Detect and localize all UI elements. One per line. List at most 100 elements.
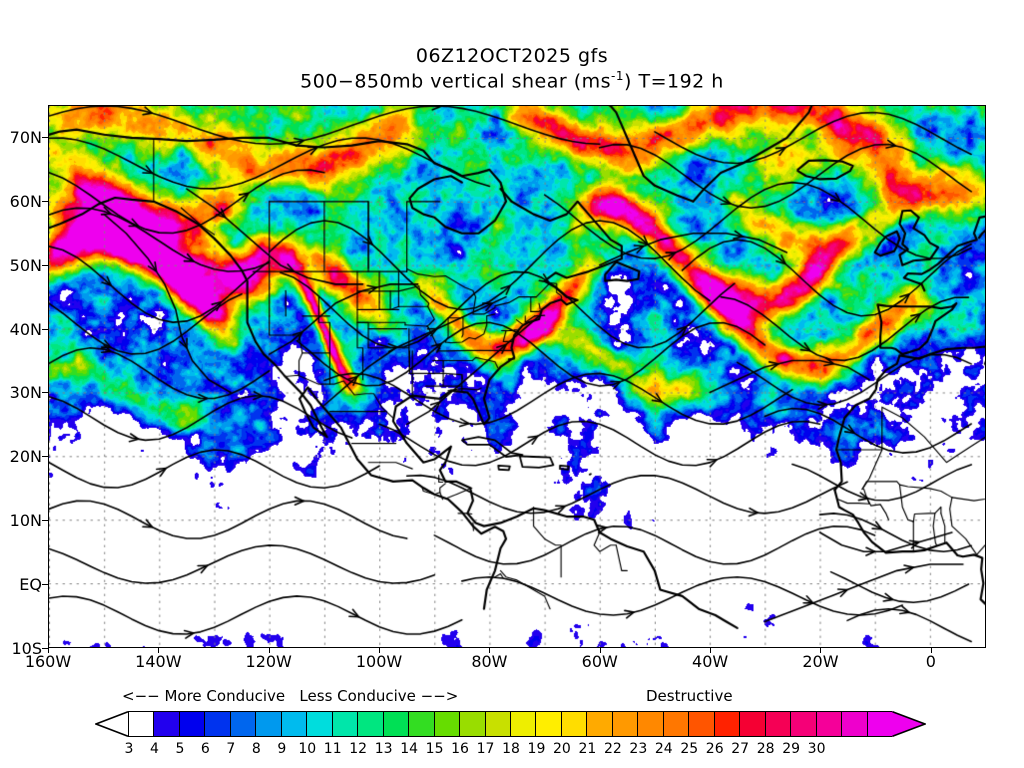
colorbar-tick-label: 8 [251,741,261,757]
colorbar-cell[interactable] [688,711,715,737]
y-axis-label-eq: EQ [19,575,42,595]
colorbar-tick-label: 5 [175,741,185,757]
colorbar-cell[interactable] [662,711,690,737]
colorbar-cell[interactable] [790,711,817,737]
map-plot-area[interactable] [48,105,986,648]
colorbar-tick-label: 11 [323,741,342,757]
y-axis-tick [42,392,48,394]
x-axis-tick [930,648,932,653]
y-axis-tick [42,264,48,266]
colorbar-cell[interactable] [484,711,512,737]
colorbar-cell[interactable] [739,711,766,737]
colorbar-cell[interactable] [560,711,588,737]
legend-conducive-caption: <−− More Conducive Less Conducive −−> [122,687,459,705]
colorbar-cell[interactable] [535,711,563,737]
legend-destructive-caption: Destructive [646,687,733,705]
colorbar-right-arrow-icon [892,711,925,737]
colorbar-tick-label: 24 [654,741,673,757]
x-axis-tick [158,648,160,653]
y-axis-tick [42,648,48,649]
colorbar-tick-label: 28 [756,741,775,757]
colorbar-cell[interactable] [255,711,282,737]
title-line-model: 06Z12OCT2025 gfs [415,45,609,67]
x-axis-tick [48,648,49,653]
x-axis-tick [379,648,381,653]
colorbar-tick-label: 27 [731,741,750,757]
x-axis-tick [710,648,712,653]
colorbar[interactable]: 3 4 5 6 7 8 9 10 11 12 13 14 15 16 17 18 19 20 21 22 23 24 25 2… [93,711,928,757]
colorbar-cell[interactable] [866,711,894,737]
colorbar-cell[interactable] [586,711,614,737]
title-units-exponent: -1 [611,69,625,84]
colorbar-tick-label: 21 [578,741,597,757]
colorbar-tick-label: 20 [553,741,571,757]
x-axis-label-0: 0 [925,652,936,671]
colorbar-left-arrow-outline [93,711,129,737]
colorbar-cell[interactable] [204,711,232,737]
colorbar-tick-label: 17 [476,741,495,757]
colorbar-cell[interactable] [331,711,359,737]
colorbar-tick-label: 16 [451,741,469,757]
colorbar-cell[interactable] [178,711,206,737]
shear-field-canvas [49,106,985,647]
colorbar-cell[interactable] [637,711,664,737]
x-axis-tick [489,648,491,653]
colorbar-tick-label: 7 [226,741,236,757]
x-axis-label-160w: 160W [24,652,72,671]
colorbar-tick-label: 14 [400,741,419,757]
colorbar-tick-label: 19 [527,741,546,757]
colorbar-cell[interactable] [764,711,792,737]
colorbar-cell[interactable] [357,711,384,737]
y-axis-tick [42,200,48,202]
colorbar-cell[interactable] [280,711,308,737]
colorbar-cell[interactable] [459,711,486,737]
x-axis-label-140w: 140W [135,652,182,671]
y-axis-label-10s: 10S [11,639,42,658]
colorbar-cell[interactable] [306,711,333,737]
colorbar-cell[interactable] [713,711,741,737]
colorbar-tick-label: 10 [298,741,317,757]
x-axis-label-80w: 80W [471,652,508,671]
colorbar-tick-label: 26 [705,741,724,757]
title-forecast-text: ) T=192 h [624,70,724,93]
title-line-field: 500−850mb vertical shear (ms-1) T=192 h [0,69,1024,94]
colorbar-cell[interactable] [128,711,155,737]
y-axis-label-30n: 30N [9,383,42,403]
colorbar-left-arrow-icon [95,711,128,737]
colorbar-right-arrow-outline [892,711,928,737]
x-axis-label-100w: 100W [355,652,403,671]
y-axis-label-60n: 60N [9,191,42,211]
colorbar-cell[interactable] [510,711,537,737]
colorbar-cell[interactable] [229,711,257,737]
colorbar-cell[interactable] [408,711,435,737]
colorbar-tick-label: 29 [782,741,801,757]
colorbar-tick-label: 30 [807,741,826,757]
x-axis-label-60w: 60W [581,652,618,671]
x-axis-tick [268,648,270,653]
y-axis-tick [42,136,48,138]
colorbar-tick-label: 6 [200,741,210,757]
colorbar-cell[interactable] [611,711,639,737]
y-axis-label-40n: 40N [9,319,42,339]
y-axis-tick [42,584,48,586]
x-axis-tick [599,648,601,653]
colorbar-tick-label: 13 [374,741,393,757]
y-axis-tick [42,328,48,330]
colorbar-cell[interactable] [382,711,410,737]
colorbar-cell[interactable] [153,711,181,737]
y-axis-tick [42,520,48,522]
x-axis-label-40w: 40W [692,652,729,671]
colorbar-tick-label: 3 [124,741,134,757]
colorbar-tick-label: 23 [629,741,648,757]
y-axis-label-20n: 20N [9,447,42,467]
colorbar-cell[interactable] [815,711,843,737]
y-axis-label-10n: 10N [9,511,42,531]
colorbar-tick-label: 18 [502,741,520,757]
colorbar-cell[interactable] [841,711,868,737]
y-axis-tick [42,456,48,458]
colorbar-tick-label: 12 [349,741,368,757]
colorbar-tick-label: 9 [277,741,287,757]
colorbar-cell[interactable] [433,711,461,737]
colorbar-tick-label: 25 [680,741,699,757]
